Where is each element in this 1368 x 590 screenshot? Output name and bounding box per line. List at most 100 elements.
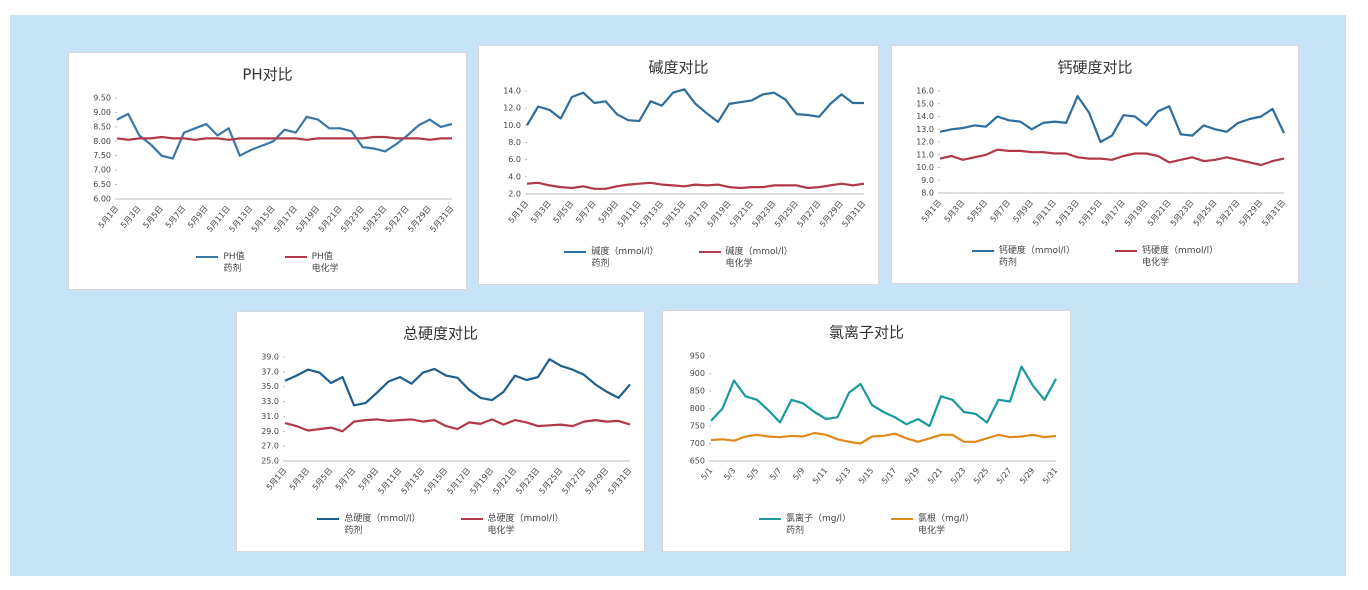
y-tick-label: 9.50 — [93, 94, 111, 103]
x-tick-label: 5月3日 — [288, 466, 312, 492]
y-tick-label: 950 — [690, 352, 705, 361]
y-tick-label: 37.0 — [261, 367, 279, 376]
x-tick-label: 5月25日 — [537, 466, 564, 496]
y-tick-label: 12.0 — [916, 138, 934, 147]
chart: 钙硬度对比 8.0 9.0 10.0 11.0 12.0 13.0 14.0 15.0 16.0 5… — [916, 59, 1287, 228]
legend: 钙硬度（mmol/l） 药剂 钙硬度（mmol/l） 电化学 — [892, 245, 1298, 269]
legend-swatch — [1115, 250, 1137, 252]
x-tick-label: 5/3 — [722, 466, 737, 482]
y-tick-label: 14.0 — [503, 87, 521, 96]
chart-card: 碱度对比 2.0 4.0 6.0 8.0 10.0 12.0 14.0 5月1日 5月3日 5月5日… — [478, 45, 879, 285]
x-tick-label: 5月31日 — [428, 204, 455, 234]
chart: 碱度对比 2.0 4.0 6.0 8.0 10.0 12.0 14.0 5月1日5月3日5月5日… — [503, 59, 867, 229]
x-tick-label: 5月7日 — [334, 466, 358, 492]
x-tick-label: 5月1日 — [507, 199, 531, 225]
chart: 氯离子对比 650 700 750 800 850 900 950 5/1 5/3 5/5 5/7 5/… — [690, 324, 1060, 486]
x-tick-label: 5月19日 — [468, 466, 495, 496]
chart: 总硬度对比 25.0 27.0 29.0 31.0 33.0 35.0 37.0 39.0 5月1… — [261, 325, 633, 496]
chart-card: PH对比 6.00 6.50 7.00 7.50 8.00 8.50 9.00 9.50 5月1日… — [68, 52, 467, 290]
chart-title: 钙硬度对比 — [1057, 59, 1132, 77]
legend-label: 氯根（mg/l） 电化学 — [918, 514, 975, 536]
legend-swatch — [891, 518, 913, 520]
x-tick-label: 5/5 — [745, 466, 760, 482]
legend: 氯离子（mg/l） 药剂 氯根（mg/l） 电化学 — [663, 513, 1070, 537]
x-tick-label: 5月25日 — [1192, 198, 1219, 228]
y-tick-label: 7.00 — [93, 166, 111, 175]
chart-title: PH对比 — [242, 66, 292, 84]
series-line — [939, 148, 1285, 167]
x-tick-label: 5月29日 — [1238, 198, 1265, 228]
x-tick-label: 5月29日 — [583, 466, 610, 496]
x-tick-label: 5月7日 — [574, 199, 598, 225]
x-tick-label: 5/25 — [972, 466, 990, 486]
x-tick-label: 5月7日 — [164, 204, 188, 230]
x-tick-label: 5月31日 — [1260, 198, 1287, 228]
series-line — [284, 358, 631, 407]
legend-label: 碱度（mmol/l） 电化学 — [725, 247, 793, 269]
series-line — [116, 135, 452, 141]
x-tick-label: 5月21日 — [491, 466, 518, 496]
y-tick-label: 29.0 — [261, 427, 279, 436]
x-tick-label: 5月1日 — [920, 198, 944, 224]
x-tick-label: 5月5日 — [311, 466, 335, 492]
y-tick-label: 16.0 — [916, 87, 934, 96]
x-tick-label: 5/31 — [1041, 466, 1059, 486]
legend: 总硬度（mmol/l） 药剂 总硬度（mmol/l） 电化学 — [237, 513, 644, 537]
chart-card: 氯离子对比 650 700 750 800 850 900 950 5/1 5/3 5/5 5/7 5/… — [662, 310, 1071, 552]
legend-item: 氯离子（mg/l） 药剂 — [758, 513, 851, 537]
x-tick-label: 5/19 — [903, 466, 921, 486]
legend: 碱度（mmol/l） 药剂 碱度（mmol/l） 电化学 — [479, 246, 878, 270]
legend-item: 氯根（mg/l） 电化学 — [891, 513, 974, 537]
x-tick-label: 5月5日 — [141, 204, 165, 230]
y-tick-label: 800 — [690, 404, 705, 413]
y-tick-label: 750 — [690, 422, 705, 431]
legend-label: 碱度（mmol/l） 药剂 — [591, 247, 659, 269]
y-tick-label: 6.00 — [93, 195, 111, 204]
y-tick-label: 27.0 — [261, 442, 279, 451]
legend-item: 碱度（mmol/l） 药剂 — [564, 246, 659, 270]
chart-title: 氯离子对比 — [829, 324, 904, 342]
x-tick-label: 5月19日 — [1123, 198, 1150, 228]
legend-item: 总硬度（mmol/l） 电化学 — [460, 513, 564, 537]
y-tick-label: 10.0 — [503, 121, 521, 130]
x-tick-label: 5月27日 — [1215, 198, 1242, 228]
chart: PH对比 6.00 6.50 7.00 7.50 8.00 8.50 9.00 9.50 5月1日… — [93, 66, 455, 234]
legend-label: 钙硬度（mmol/l） 药剂 — [998, 246, 1075, 268]
y-tick-label: 8.0 — [921, 189, 934, 198]
x-tick-label: 5月17日 — [445, 466, 472, 496]
legend-label: 总硬度（mmol/l） 电化学 — [487, 514, 564, 536]
y-tick-label: 700 — [690, 439, 705, 448]
y-tick-label: 35.0 — [261, 382, 279, 391]
y-tick-label: 6.50 — [93, 180, 111, 189]
series-line — [939, 95, 1285, 144]
x-tick-label: 5月21日 — [1146, 198, 1173, 228]
x-tick-label: 5月7日 — [989, 198, 1013, 224]
y-tick-label: 11.0 — [916, 150, 934, 159]
legend-label: 氯离子（mg/l） 药剂 — [785, 514, 851, 536]
y-tick-label: 650 — [690, 457, 705, 466]
y-tick-label: 25.0 — [261, 457, 279, 466]
y-tick-label: 900 — [690, 369, 705, 378]
x-tick-label: 5月15日 — [1077, 198, 1104, 228]
x-tick-label: 5月15日 — [422, 466, 449, 496]
legend-label: 总硬度（mmol/l） 药剂 — [344, 514, 421, 536]
legend-swatch — [460, 518, 483, 520]
x-tick-label: 5月23日 — [1169, 198, 1196, 228]
y-tick-label: 9.0 — [921, 176, 934, 185]
x-tick-label: 5月3日 — [943, 198, 967, 224]
y-tick-label: 7.50 — [93, 151, 111, 160]
series-line — [710, 365, 1057, 428]
y-tick-label: 39.0 — [261, 353, 279, 362]
x-tick-label: 5月3日 — [119, 204, 143, 230]
legend: PH值 药剂 PH值 电化学 — [69, 251, 466, 275]
y-tick-label: 8.0 — [508, 138, 521, 147]
x-tick-label: 5月11日 — [376, 466, 403, 496]
series-line — [526, 181, 865, 190]
y-tick-label: 8.00 — [93, 137, 111, 146]
y-tick-label: 12.0 — [503, 104, 521, 113]
y-tick-label: 33.0 — [261, 397, 279, 406]
x-tick-label: 5/27 — [995, 466, 1013, 486]
legend-swatch — [284, 256, 307, 258]
x-tick-label: 5/29 — [1018, 466, 1036, 486]
